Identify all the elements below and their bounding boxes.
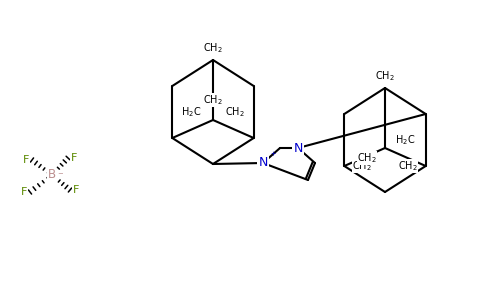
Text: CH$_2$: CH$_2$ — [225, 105, 245, 119]
Text: CH$_2$: CH$_2$ — [375, 69, 395, 83]
Text: B: B — [48, 169, 56, 182]
Text: F: F — [71, 153, 77, 163]
Text: CH$_2$: CH$_2$ — [203, 41, 223, 55]
Text: F: F — [73, 185, 79, 195]
Text: N: N — [258, 157, 268, 169]
Text: F: F — [21, 187, 27, 197]
Text: H$_2$C: H$_2$C — [395, 133, 415, 147]
Text: CH$_2$: CH$_2$ — [352, 159, 372, 173]
Text: F: F — [23, 155, 29, 165]
Text: CH$_2$: CH$_2$ — [203, 93, 223, 107]
Text: $^{-}$: $^{-}$ — [57, 171, 64, 181]
Text: CH$_2$: CH$_2$ — [357, 151, 377, 165]
Text: N: N — [293, 142, 302, 154]
Text: CH$_2$: CH$_2$ — [398, 159, 418, 173]
Text: $^{+}$: $^{+}$ — [270, 151, 277, 161]
Text: H$_2$C: H$_2$C — [181, 105, 201, 119]
